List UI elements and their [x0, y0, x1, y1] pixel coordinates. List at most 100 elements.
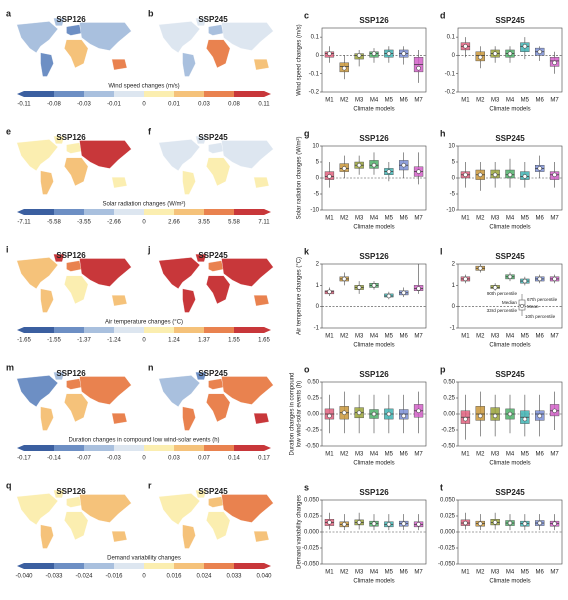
colorbar-tick-label: -3.55 [77, 220, 91, 226]
mean [507, 172, 513, 178]
mean [507, 274, 513, 280]
y-tick-label: 0 [452, 304, 456, 310]
world-map [16, 371, 132, 431]
colorbar-segment [114, 445, 145, 451]
mean [507, 51, 513, 56]
y-axis-label: Solar radiation changes (W/m²) [297, 136, 303, 219]
country-region [111, 59, 128, 71]
mean [463, 44, 468, 49]
legend-label: 33rd percentile [487, 308, 518, 313]
colorbar-tick-label: 0.08 [228, 102, 240, 108]
mean [386, 411, 392, 417]
x-tick-label: M2 [476, 98, 485, 104]
plot-frame [321, 27, 427, 93]
x-tick-label: M3 [491, 216, 500, 222]
panel-letter: e [6, 126, 11, 136]
map-title: SSP245 [198, 15, 228, 24]
mean [371, 283, 377, 288]
country-region [221, 376, 274, 405]
colorbar-arrow [17, 209, 24, 215]
map-title: SSP126 [56, 251, 86, 260]
colorbar-label: Duration changes in compound low wind-so… [68, 438, 219, 444]
y-tick-label: 5 [452, 160, 456, 166]
country-region [253, 177, 270, 189]
y-tick-label: -1 [314, 326, 320, 332]
colorbar-tick-label: 0 [142, 456, 146, 462]
y-tick-label: 1 [316, 283, 320, 289]
x-tick-label: M2 [476, 334, 485, 340]
colorbar-segment [84, 563, 115, 569]
colorbar-segment [234, 445, 265, 451]
country-region [40, 524, 54, 549]
colorbar-tick-label: -2.66 [107, 220, 121, 226]
mean [492, 520, 498, 525]
colorbar-tick-label: 1.65 [258, 338, 270, 344]
chart-title: SSP245 [495, 16, 525, 25]
legend-label: 10th percentile [525, 314, 556, 319]
world-map [158, 135, 274, 195]
colorbar-label: Air temperature changes (°C) [105, 320, 183, 326]
country-region [253, 295, 270, 307]
chart-title: SSP245 [495, 252, 525, 261]
mean [327, 413, 332, 419]
colorbar-tick-label: 1.37 [198, 338, 210, 344]
map-title: SSP126 [56, 487, 86, 496]
country-region [16, 139, 59, 171]
chart-title: SSP126 [359, 488, 389, 497]
y-tick-label: 5 [316, 160, 320, 166]
country-region [221, 494, 274, 523]
country-region [111, 531, 128, 543]
country-region [158, 257, 201, 289]
colorbar-label: Wind speed changes (m/s) [108, 84, 179, 90]
mean [492, 285, 498, 290]
x-tick-label: M7 [414, 452, 423, 458]
colorbar-tick-label: -0.03 [77, 102, 91, 108]
country-region [253, 59, 270, 71]
mean [552, 408, 557, 414]
x-axis-label: Climate models [489, 225, 530, 231]
colorbar-tick-label: 0.040 [256, 574, 272, 580]
colorbar-tick-label: -0.01 [107, 102, 121, 108]
mean [507, 520, 513, 526]
y-tick-label: 0.00 [307, 412, 319, 418]
x-tick-label: M5 [521, 334, 530, 340]
colorbar-tick-label: 0.11 [258, 102, 270, 108]
mean [327, 51, 332, 56]
mean [342, 65, 347, 71]
country-region [253, 413, 270, 425]
country-region [16, 375, 59, 407]
country-region [195, 17, 207, 26]
x-tick-label: M4 [506, 570, 515, 576]
y-tick-label: -10 [446, 208, 455, 214]
colorbar-tick-label: -0.016 [105, 574, 123, 580]
y-tick-label: 0.000 [304, 530, 320, 536]
country-region [64, 393, 89, 423]
mean [416, 169, 421, 174]
y-tick-label: 0.000 [440, 530, 456, 536]
colorbar-tick-label: -0.14 [47, 456, 61, 462]
country-region [111, 413, 128, 425]
mean [327, 520, 332, 525]
country-region [195, 253, 207, 262]
y-tick-label: 0.050 [440, 498, 456, 504]
mean [342, 522, 347, 527]
panel-letter: s [304, 482, 309, 492]
colorbar-segment [114, 91, 145, 97]
mean [371, 411, 377, 417]
colorbar-tick-label: -0.17 [17, 456, 31, 462]
map-title: SSP245 [198, 369, 228, 378]
colorbar-segment [24, 209, 55, 215]
colorbar-segment [84, 445, 115, 451]
mean [478, 55, 483, 60]
x-tick-label: M6 [400, 570, 409, 576]
chart-title: SSP245 [495, 134, 525, 143]
x-tick-label: M2 [340, 216, 349, 222]
y-tick-label: 0.50 [307, 380, 319, 386]
country-region [40, 406, 54, 431]
mean [463, 520, 468, 526]
x-tick-label: M7 [550, 98, 559, 104]
colorbar-tick-label: -0.11 [17, 102, 31, 108]
colorbar-tick-label: 0.17 [258, 456, 270, 462]
country-region [206, 511, 231, 541]
country-region [53, 253, 65, 262]
